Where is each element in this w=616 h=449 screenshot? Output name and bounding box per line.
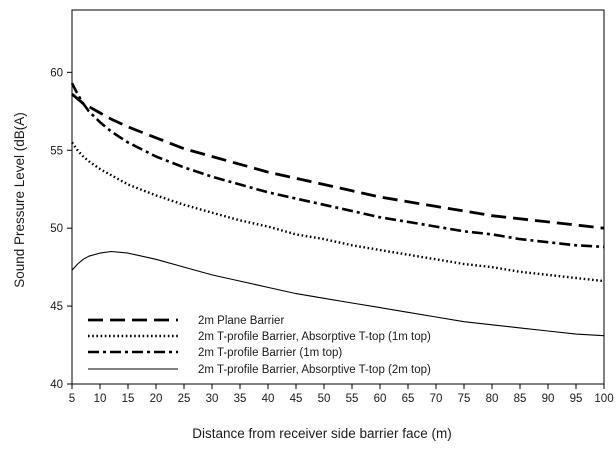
legend-label-2: 2m T-profile Barrier, Absorptive T-top (… [198,331,431,343]
y-tick-label: 55 [50,145,63,157]
x-tick-label: 95 [570,393,583,405]
x-tick-label: 70 [430,393,443,405]
axis-ticks: 5 10 15 20 25 30 35 40 45 50 55 60 65 70 75 80 85 90 95 100… [50,67,613,405]
y-tick-label: 50 [50,223,63,235]
legend-label-3: 2m T-profile Barrier (1m top) [198,347,342,359]
x-tick-label: 85 [514,393,527,405]
x-axis-label: Distance from receiver side barrier face… [192,426,452,441]
x-tick-label: 5 [69,393,75,405]
x-tick-label: 15 [122,393,135,405]
x-tick-label: 30 [206,393,219,405]
series-line-4 [71,250,605,337]
x-tick-label: 20 [150,393,163,405]
plot-area [71,9,605,385]
y-tick-label: 45 [50,301,63,313]
x-tick-label: 10 [94,393,107,405]
x-tick-label: 55 [346,393,359,405]
series-line-2 [71,141,605,283]
x-tick-label: 45 [290,393,303,405]
x-tick-label: 90 [542,393,555,405]
x-tick-label: 65 [402,393,415,405]
x-tick-label: 40 [262,393,275,405]
series-line-3 [70,82,605,249]
x-tick-label: 35 [234,393,247,405]
series-line-1 [71,93,605,230]
x-tick-label: 25 [178,393,191,405]
legend: 2m Plane Barrier 2m T-profile Barrier, Ab… [88,315,431,376]
plot-frame [71,9,605,385]
x-tick-label: 75 [458,393,471,405]
y-axis-label: Sound Pressure Level (dB(A) [12,112,27,288]
legend-label-1: 2m Plane Barrier [198,315,284,327]
x-tick-label: 80 [486,393,499,405]
x-tick-label: 50 [318,393,331,405]
x-tick-label: 100 [594,393,613,405]
y-tick-label: 60 [50,67,63,79]
series-group [70,82,605,337]
x-tick-label: 60 [374,393,387,405]
legend-label-4: 2m T-profile Barrier, Absorptive T-top (… [198,364,431,376]
y-tick-label: 40 [50,379,63,391]
